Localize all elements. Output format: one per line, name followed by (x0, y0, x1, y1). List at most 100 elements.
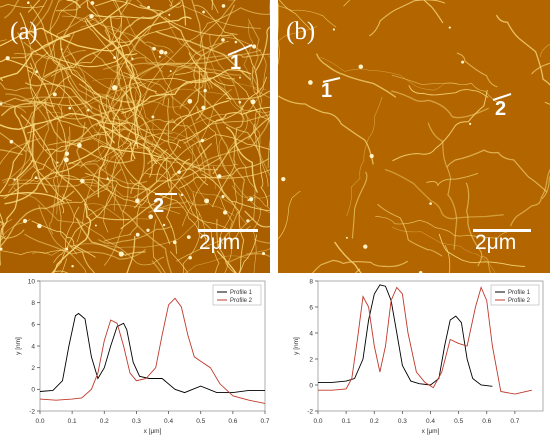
afm-fiber (76, 121, 173, 273)
x-tick-label: 0.6 (482, 418, 491, 425)
afm-particle (187, 98, 193, 104)
afm-fiber (481, 256, 491, 273)
afm-fiber (334, 241, 362, 273)
afm-fiber (147, 157, 270, 179)
afm-fiber (78, 83, 123, 157)
afm-fiber (136, 149, 168, 204)
y-axis-label: y [nm] (15, 337, 22, 355)
afm-fiber (151, 88, 229, 145)
afm-fiber (68, 161, 148, 185)
y-tick-label: 8 (31, 300, 35, 307)
afm-fiber (0, 190, 75, 248)
afm-fiber (244, 210, 270, 228)
afm-fiber (148, 199, 209, 213)
afm-fiber (31, 220, 96, 258)
afm-fiber (120, 143, 212, 230)
afm-fiber (92, 51, 210, 177)
afm-fiber (50, 26, 180, 77)
x-tick-label: 0.4 (164, 418, 173, 425)
afm-particle (147, 5, 150, 9)
afm-fiber (1, 102, 55, 116)
afm-particle (202, 10, 205, 14)
x-tick-label: 0.6 (228, 418, 237, 425)
afm-fiber (351, 171, 368, 239)
afm-particle (363, 244, 368, 249)
afm-fiber (4, 161, 81, 205)
afm-fiber (87, 0, 132, 60)
afm-fiber (79, 180, 181, 215)
afm-fiber (278, 26, 318, 42)
afm-fiber (98, 225, 173, 244)
afm-fiber (375, 216, 515, 239)
y-tick-label: 0 (309, 382, 313, 389)
afm-fiber (0, 192, 65, 203)
afm-particle (200, 138, 205, 143)
afm-particle (221, 38, 225, 42)
afm-fiber (56, 105, 62, 215)
afm-fiber (444, 245, 451, 273)
marker-b-2: 2 (495, 98, 507, 120)
afm-fiber (62, 15, 175, 63)
afm-fiber (196, 108, 237, 245)
afm-particle (77, 143, 82, 148)
afm-fiber (70, 245, 96, 273)
afm-particle (369, 154, 374, 159)
afm-fiber (0, 218, 31, 273)
afm-fiber (0, 103, 41, 108)
afm-fiber (0, 35, 71, 80)
afm-fiber (180, 37, 210, 90)
afm-fiber (14, 53, 136, 131)
afm-particle (94, 224, 97, 227)
profile-line-b-2 (492, 93, 512, 101)
afm-background (278, 0, 550, 273)
afm-fiber (3, 98, 142, 199)
afm-fiber (134, 53, 270, 79)
afm-fiber (214, 82, 270, 114)
afm-fiber (152, 219, 166, 273)
afm-particle (252, 44, 257, 49)
afm-fiber (24, 82, 109, 120)
afm-particle (204, 198, 210, 204)
afm-fiber (254, 109, 269, 187)
afm-particle (234, 40, 238, 44)
afm-fiber (112, 0, 174, 54)
height-profile-chart-a: 0.0 0.1 0.2 0.3 0.4 0.5 0.6 0.7 -2 0 2 4 6 8 10 x [μm] y… (0, 275, 272, 437)
afm-particle (180, 193, 184, 197)
afm-particle (172, 240, 177, 245)
afm-particle (22, 218, 28, 224)
afm-fiber (111, 131, 247, 225)
x-tick-label: 0.3 (398, 418, 407, 425)
afm-fiber (392, 226, 496, 273)
afm-fiber (105, 11, 163, 99)
afm-fiber (0, 95, 135, 107)
panel-label-b: (b) (286, 18, 316, 45)
series-line-profile-2 (39, 297, 266, 404)
afm-fiber (60, 35, 136, 160)
afm-particle (261, 252, 266, 256)
afm-fiber (316, 53, 397, 98)
profile-line-b-1 (322, 77, 341, 83)
afm-fiber (193, 42, 259, 151)
afm-fiber (184, 255, 250, 273)
afm-fiber (278, 5, 337, 28)
afm-fiber (5, 93, 50, 194)
afm-fiber (0, 100, 27, 113)
afm-particle (64, 151, 70, 156)
afm-fiber (218, 137, 270, 214)
y-tick-label: 6 (31, 322, 35, 329)
afm-particle (118, 251, 124, 257)
legend-label-profile-1: Profile 1 (508, 290, 531, 296)
afm-particle (247, 199, 250, 202)
afm-fiber (167, 20, 245, 121)
afm-fiber (55, 0, 89, 12)
afm-particle (26, 1, 30, 5)
afm-particle (9, 139, 14, 144)
afm-fiber (456, 52, 498, 88)
afm-fiber (167, 97, 219, 171)
afm-fiber (183, 114, 270, 144)
afm-fiber (97, 87, 133, 198)
afm-fiber (171, 100, 230, 131)
afm-fiber (4, 0, 20, 19)
afm-fiber (320, 57, 460, 91)
afm-particle (158, 55, 161, 58)
